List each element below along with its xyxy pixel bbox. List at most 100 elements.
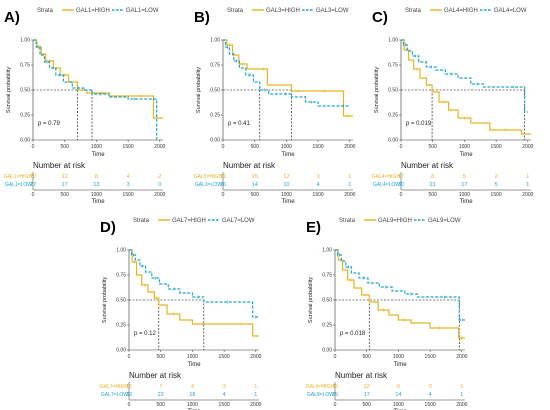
survival-curve-low [129, 249, 259, 318]
risk-table-title: Number at risk [223, 161, 276, 170]
risk-count: 0 [158, 182, 161, 188]
y-tick-label: 0.75 [322, 273, 332, 279]
y-tick-label: 1.00 [116, 248, 126, 254]
risk-x-tick-label: 500 [61, 192, 70, 198]
risk-count: 27 [30, 182, 36, 188]
survival-curve-high [335, 249, 465, 339]
risk-x-tick-label: 0 [32, 192, 35, 198]
risk-count: 5 [463, 174, 466, 180]
p-value: p = 0.41 [228, 121, 251, 127]
x-tick-label: 1000 [187, 354, 198, 360]
y-tick-label: 1.00 [322, 248, 332, 254]
risk-x-tick-label: 2000 [344, 192, 355, 198]
x-tick-label: 0 [32, 144, 35, 150]
risk-count: 17 [62, 182, 68, 188]
risk-x-tick-label: 1500 [123, 192, 134, 198]
y-tick-label: 0.00 [116, 348, 126, 354]
survival-curve-low [33, 39, 158, 140]
x-tick-label: 1500 [219, 354, 230, 360]
risk-count: 12 [364, 384, 370, 390]
legend-label-low: GAL4=LOW [494, 8, 527, 14]
y-tick-label: 1.00 [388, 38, 398, 44]
km-panel-e: E) Strata GAL9=HIGH GAL9=LOW 0.00 0.25 0.50 0.7… [306, 218, 468, 410]
risk-x-tick-label: 1500 [219, 402, 230, 408]
risk-x-tick-label: 1000 [459, 192, 470, 198]
risk-count: 26 [220, 182, 226, 188]
risk-x-tick-label: 500 [429, 192, 438, 198]
survival-curve-low [335, 249, 465, 321]
risk-count: 25 [332, 392, 338, 398]
y-tick-label: 0.25 [116, 323, 126, 329]
risk-x-tick-label: 1000 [393, 402, 404, 408]
risk-x-tick-label: 1500 [491, 192, 502, 198]
risk-count: 3 [127, 182, 130, 188]
risk-count: 18 [189, 392, 195, 398]
risk-count: 12 [62, 174, 68, 180]
risk-count: 21 [220, 174, 226, 180]
risk-count: 4 [223, 392, 226, 398]
km-panel-a: A) Strata GAL1=HIGH GAL1=LOW 0.00 0.25 0.50 0.7… [4, 8, 166, 205]
risk-count: 32 [126, 392, 132, 398]
x-axis-title: Time [187, 362, 201, 368]
km-panel-c: C) Strata GAL4=HIGH GAL4=LOW 0.00 0.25 0.50 0.7… [372, 8, 534, 205]
risk-row-label: GAL3=LOW [195, 182, 222, 188]
risk-x-tick-label: 500 [157, 402, 166, 408]
panel-label: B) [194, 9, 210, 26]
legend-label-low: GAL3=LOW [316, 8, 349, 14]
risk-x-axis-title: Time [91, 199, 105, 205]
risk-x-tick-label: 1000 [281, 192, 292, 198]
y-tick-label: 0.75 [116, 273, 126, 279]
x-tick-label: 0 [334, 354, 337, 360]
legend-label-high: GAL7=HIGH [172, 218, 206, 224]
risk-x-tick-label: 500 [363, 402, 372, 408]
risk-count: 4 [127, 174, 130, 180]
risk-count: 12 [283, 174, 289, 180]
x-tick-label: 500 [157, 354, 166, 360]
risk-x-tick-label: 1500 [313, 192, 324, 198]
y-tick-label: 0.00 [210, 138, 220, 144]
y-tick-label: 0.50 [322, 298, 332, 304]
risk-count: 1 [348, 174, 351, 180]
y-tick-label: 0.00 [322, 348, 332, 354]
risk-x-tick-label: 0 [128, 402, 131, 408]
risk-count: 15 [126, 384, 132, 390]
p-value: p = 0.018 [340, 331, 366, 337]
risk-count: 3 [223, 384, 226, 390]
survival-curve-high [33, 39, 163, 119]
x-tick-label: 500 [363, 354, 372, 360]
x-axis-title: Time [393, 362, 407, 368]
risk-count: 2 [158, 174, 161, 180]
x-tick-label: 0 [400, 144, 403, 150]
strata-title: Strata [133, 218, 150, 224]
x-tick-label: 0 [222, 144, 225, 150]
y-tick-label: 0.75 [20, 63, 30, 69]
y-tick-label: 0.75 [388, 63, 398, 69]
y-tick-label: 0.25 [388, 113, 398, 119]
risk-count: 1 [348, 182, 351, 188]
risk-x-tick-label: 0 [400, 192, 403, 198]
x-tick-label: 1000 [91, 144, 102, 150]
y-axis-title: Survival probability [196, 67, 202, 113]
x-axis-title: Time [281, 152, 295, 158]
risk-table-title: Number at risk [335, 371, 388, 380]
risk-x-tick-label: 2000 [154, 192, 165, 198]
y-axis-title: Survival probability [308, 277, 314, 323]
risk-row-label: GAL1=HIGH [4, 174, 33, 180]
y-axis-title: Survival probability [374, 67, 380, 113]
x-tick-label: 2000 [154, 144, 165, 150]
risk-count: 1 [254, 384, 257, 390]
risk-count: 8 [431, 174, 434, 180]
risk-count: 5 [495, 182, 498, 188]
y-tick-label: 0.00 [388, 138, 398, 144]
risk-count: 14 [252, 182, 258, 188]
risk-row-label: GAL3=HIGH [194, 174, 223, 180]
risk-count: 4 [429, 392, 432, 398]
risk-x-axis-title: Time [281, 199, 295, 205]
y-tick-label: 1.00 [20, 38, 30, 44]
risk-count: 14 [395, 392, 401, 398]
risk-table-title: Number at risk [33, 161, 86, 170]
p-value: p = 0.79 [38, 121, 61, 127]
risk-count: 17 [398, 174, 404, 180]
risk-count: 1 [526, 174, 529, 180]
x-axis-title: Time [459, 152, 473, 158]
